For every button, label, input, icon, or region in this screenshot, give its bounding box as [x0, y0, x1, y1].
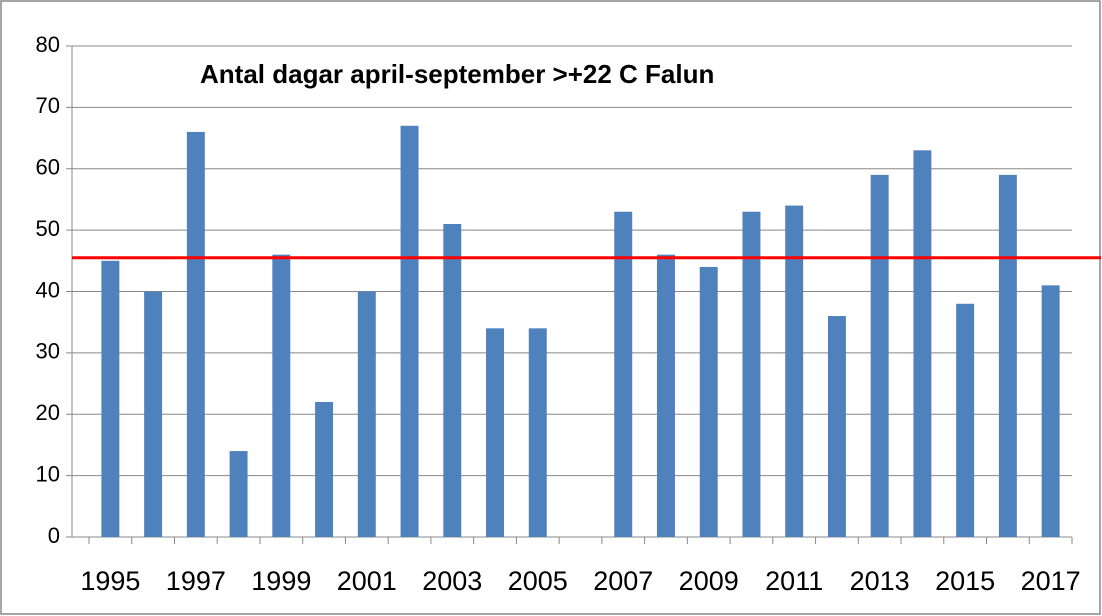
bar [657, 254, 675, 538]
x-tick-label: 1999 [251, 566, 311, 596]
x-tick-label: 2015 [935, 566, 995, 596]
x-tick-label: 1997 [166, 566, 226, 596]
x-tick-label: 2001 [337, 566, 397, 596]
x-tick-label: 2009 [679, 566, 739, 596]
bar [101, 260, 120, 537]
bar [1041, 285, 1060, 537]
bar [699, 266, 718, 537]
bar [315, 401, 334, 537]
y-tick-label: 30 [36, 339, 60, 364]
bar [400, 125, 419, 537]
bar [827, 316, 846, 537]
bar [144, 291, 163, 537]
y-tick-label: 40 [36, 277, 60, 302]
x-tick-label: 2011 [765, 566, 823, 596]
bar [272, 254, 291, 538]
x-tick-label: 2017 [1021, 566, 1081, 596]
x-tick-label: 2007 [593, 566, 653, 596]
bar [785, 205, 804, 537]
bar [998, 174, 1017, 537]
bar [357, 291, 376, 537]
bar [742, 211, 761, 537]
bar [229, 451, 248, 537]
y-tick-label: 10 [36, 461, 60, 486]
bar [870, 174, 889, 537]
y-tick-label: 60 [36, 155, 60, 180]
bar [443, 223, 462, 538]
x-tick-label: 1995 [80, 566, 140, 596]
y-tick-label: 70 [36, 93, 60, 118]
chart-title: Antal dagar april-september >+22 C Falun [200, 59, 714, 89]
bar [186, 131, 205, 538]
x-tick-label: 2005 [508, 566, 568, 596]
bar [956, 303, 975, 537]
x-tick-label: 2013 [850, 566, 910, 596]
bar [528, 328, 547, 537]
bar [913, 150, 932, 537]
y-tick-label: 20 [36, 400, 60, 425]
y-tick-label: 50 [36, 216, 60, 241]
bar [614, 211, 633, 537]
y-tick-label: 0 [48, 523, 60, 548]
x-tick-label: 2003 [422, 566, 482, 596]
bar [486, 328, 504, 537]
y-tick-label: 80 [36, 32, 60, 57]
